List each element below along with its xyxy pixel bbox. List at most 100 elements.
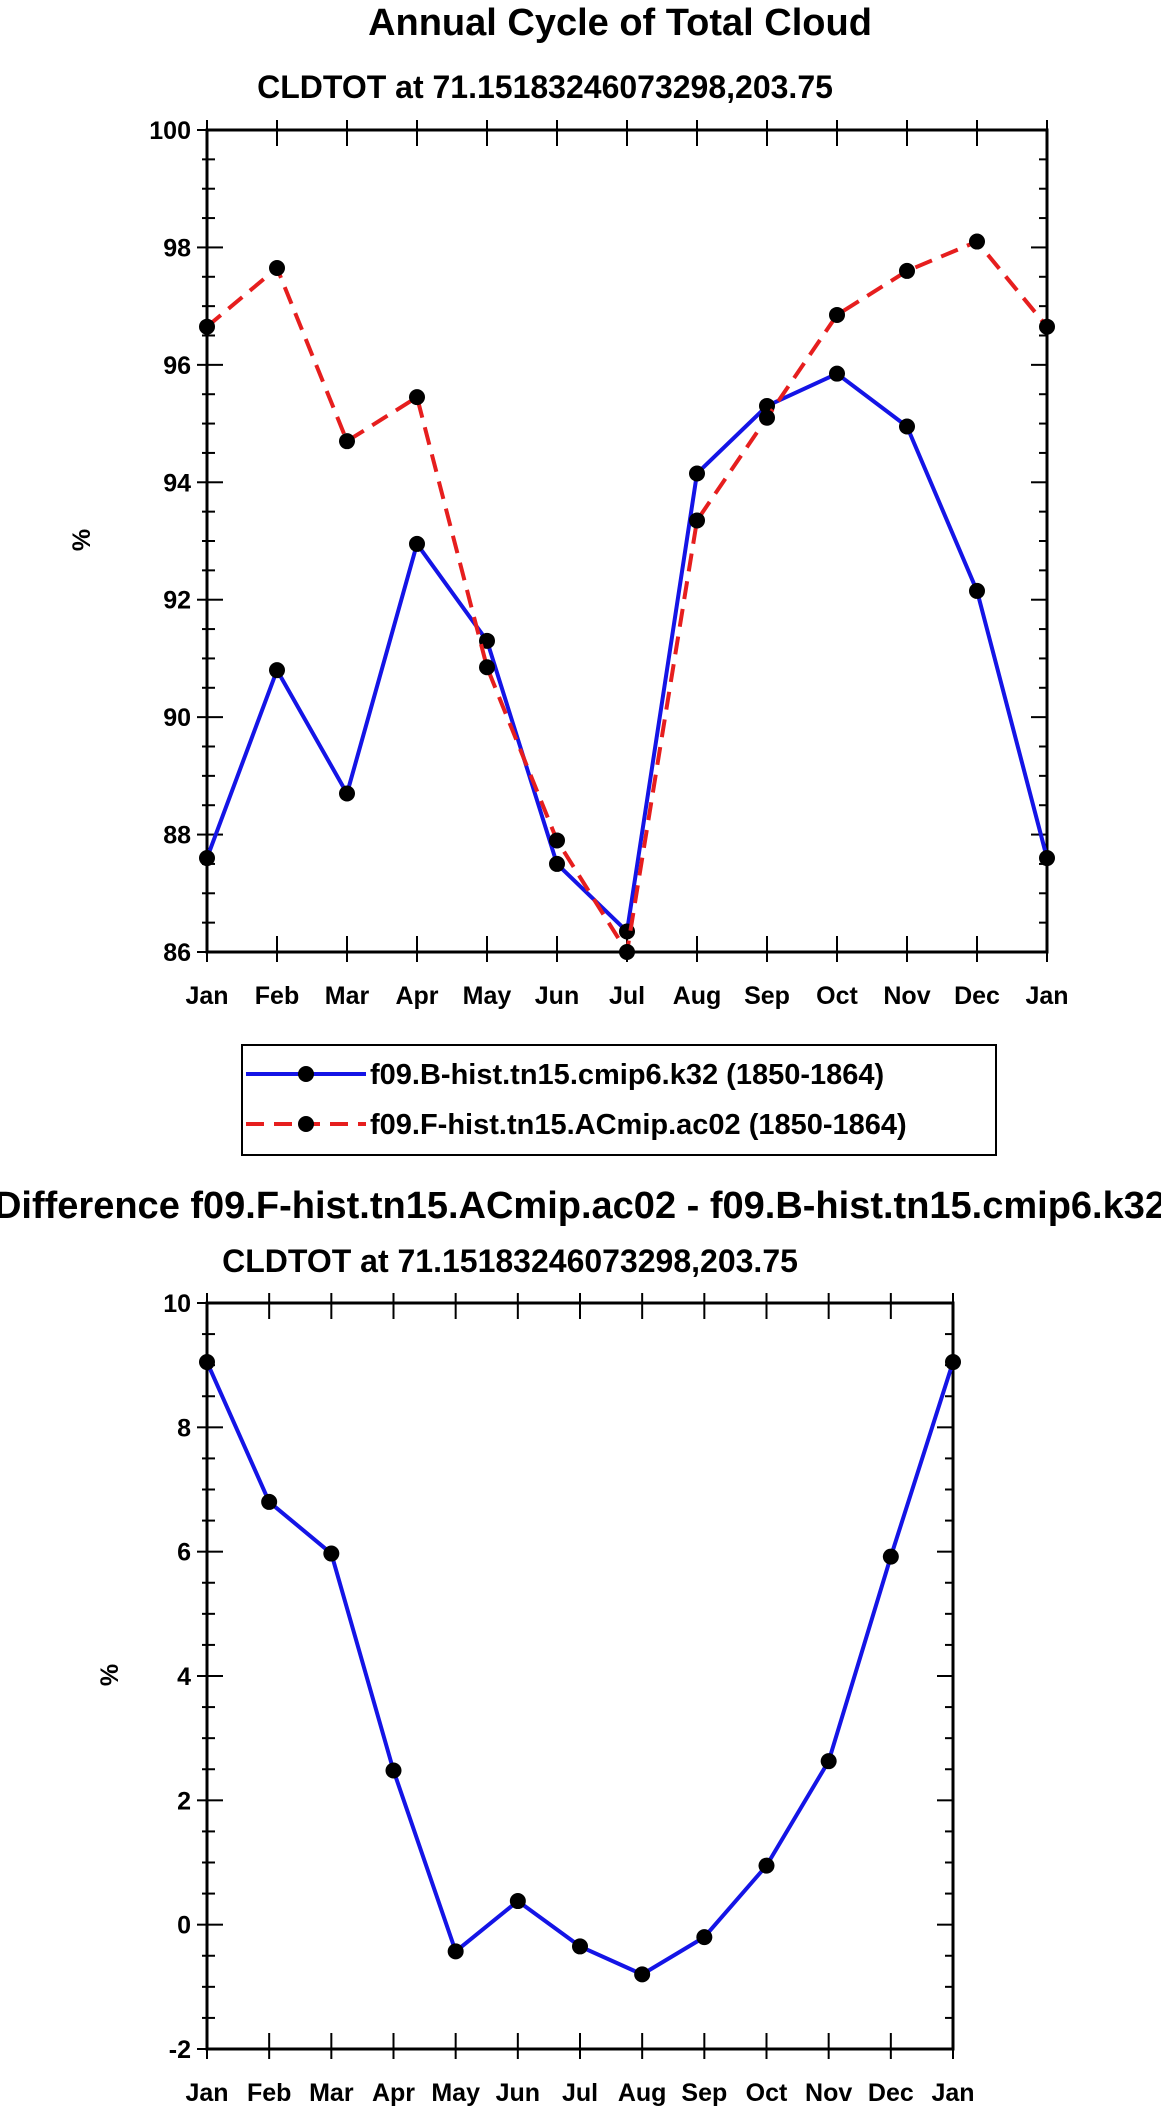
data-point — [882, 1548, 899, 1565]
chart2-title: Difference f09.F-hist.tn15.ACmip.ac02 - … — [0, 1185, 1161, 1227]
data-point — [409, 389, 425, 406]
x-tick-label: Mar — [325, 982, 370, 1010]
data-point — [549, 832, 565, 849]
x-tick-label: Oct — [746, 2079, 788, 2107]
data-point — [409, 535, 425, 552]
legend-marker-b-hist — [298, 1066, 314, 1082]
data-point — [509, 1893, 526, 1910]
chart2-x-tick-labels: Jan Feb Mar Apr May Jun Jul Aug Sep Oct Nov Dec Jan — [185, 2079, 974, 2107]
chart2-subtitle: CLDTOT at 71.15183246073298,203.75 — [222, 1243, 798, 1279]
data-point — [269, 259, 285, 276]
data-point — [339, 433, 355, 450]
chart1-title: Annual Cycle of Total Cloud — [368, 2, 872, 44]
y-tick-label: 94 — [163, 469, 191, 497]
x-tick-label: Jun — [535, 982, 579, 1010]
data-point — [829, 306, 845, 323]
y-tick-label: 8 — [177, 1414, 191, 1442]
data-point — [759, 409, 775, 426]
x-tick-label: Jan — [1025, 982, 1068, 1010]
y-tick-label: 98 — [163, 234, 191, 262]
x-tick-label: Jan — [185, 2079, 228, 2107]
x-tick-label: Nov — [883, 982, 930, 1010]
chart1-legend: f09.B-hist.tn15.cmip6.k32 (1850-1864) f0… — [241, 1044, 997, 1156]
x-tick-label: Dec — [954, 982, 1000, 1010]
data-point — [269, 662, 285, 679]
data-point — [385, 1762, 402, 1779]
chart2-ticks — [197, 1293, 954, 2059]
data-point — [689, 465, 705, 482]
x-tick-label: Jul — [609, 982, 645, 1010]
y-tick-label: 90 — [163, 704, 191, 732]
chart1-x-tick-labels: Jan Feb Mar Apr May Jun Jul Aug Sep Oct Nov Dec Jan — [185, 982, 1068, 1010]
y-tick-label: 6 — [177, 1539, 191, 1567]
series-line-0 — [205, 1361, 955, 1977]
legend-label-f-hist: f09.F-hist.tn15.ACmip.ac02 (1850-1864) — [370, 1109, 907, 1141]
data-point — [199, 318, 215, 335]
chart2-series — [199, 1354, 961, 1983]
x-tick-label: Apr — [372, 2079, 415, 2107]
x-tick-label: Aug — [673, 982, 722, 1010]
y-tick-label: 0 — [177, 1912, 191, 1940]
y-tick-label: 2 — [177, 1787, 191, 1815]
data-point — [479, 659, 495, 676]
data-point — [572, 1938, 588, 1955]
data-point — [969, 233, 985, 250]
data-point — [758, 1857, 775, 1874]
chart1-y-label: % — [68, 529, 96, 551]
difference-chart: Difference f09.F-hist.tn15.ACmip.ac02 - … — [0, 1185, 1161, 2107]
x-tick-label: Jun — [496, 2079, 540, 2107]
data-point — [696, 1929, 713, 1946]
data-point — [323, 1545, 340, 1562]
legend-label-b-hist: f09.B-hist.tn15.cmip6.k32 (1850-1864) — [370, 1059, 884, 1091]
x-tick-label: Oct — [816, 982, 858, 1010]
annual-cycle-chart: Annual Cycle of Total Cloud CLDTOT at 71… — [68, 2, 1069, 1156]
x-tick-label: Mar — [309, 2079, 354, 2107]
y-tick-label: 100 — [149, 117, 191, 145]
data-point — [1039, 318, 1055, 335]
x-tick-label: Apr — [395, 982, 438, 1010]
data-point — [689, 512, 705, 529]
data-point — [199, 1354, 215, 1371]
chart1-ticks — [197, 120, 1048, 962]
data-point — [829, 365, 845, 382]
x-tick-label: Jan — [185, 982, 228, 1010]
chart1-plot-frame — [205, 128, 1049, 954]
data-point — [339, 785, 355, 802]
data-point — [820, 1753, 837, 1770]
y-tick-label: 88 — [163, 822, 191, 850]
data-point — [619, 944, 635, 960]
x-tick-label: May — [431, 2079, 480, 2107]
data-point — [634, 1966, 651, 1983]
y-tick-label: 86 — [163, 939, 191, 967]
chart1-series — [199, 233, 1055, 960]
x-tick-label: Jul — [562, 2079, 598, 2107]
data-point — [899, 418, 915, 435]
legend-entry-b-hist: f09.B-hist.tn15.cmip6.k32 (1850-1864) — [246, 1059, 884, 1091]
y-tick-label: 92 — [163, 587, 191, 615]
data-point — [969, 582, 985, 599]
x-tick-label: May — [463, 982, 512, 1010]
series-line-1 — [205, 239, 1049, 954]
x-tick-label: Nov — [805, 2079, 852, 2107]
x-tick-label: Sep — [681, 2079, 727, 2107]
chart1-subtitle: CLDTOT at 71.15183246073298,203.75 — [257, 69, 833, 105]
chart2-y-label: % — [96, 1664, 124, 1686]
chart2-y-tick-labels: -2 0 2 4 6 8 10 — [163, 1290, 191, 2064]
data-point — [549, 855, 565, 872]
y-tick-label: 10 — [163, 1290, 191, 1318]
legend-entry-f-hist: f09.F-hist.tn15.ACmip.ac02 (1850-1864) — [246, 1109, 907, 1141]
x-tick-label: Dec — [868, 2079, 914, 2107]
series-line-0 — [205, 371, 1049, 934]
data-point — [261, 1493, 278, 1510]
data-point — [447, 1943, 464, 1960]
x-tick-label: Feb — [255, 982, 299, 1010]
y-tick-label: 4 — [177, 1663, 191, 1691]
chart1-y-tick-labels: 86 88 90 92 94 96 98 100 — [149, 117, 191, 967]
x-tick-label: Sep — [744, 982, 790, 1010]
x-tick-label: Jan — [931, 2079, 974, 2107]
data-point — [199, 850, 215, 867]
legend-box — [241, 1044, 997, 1156]
legend-marker-f-hist — [298, 1116, 314, 1132]
x-tick-label: Aug — [618, 2079, 667, 2107]
